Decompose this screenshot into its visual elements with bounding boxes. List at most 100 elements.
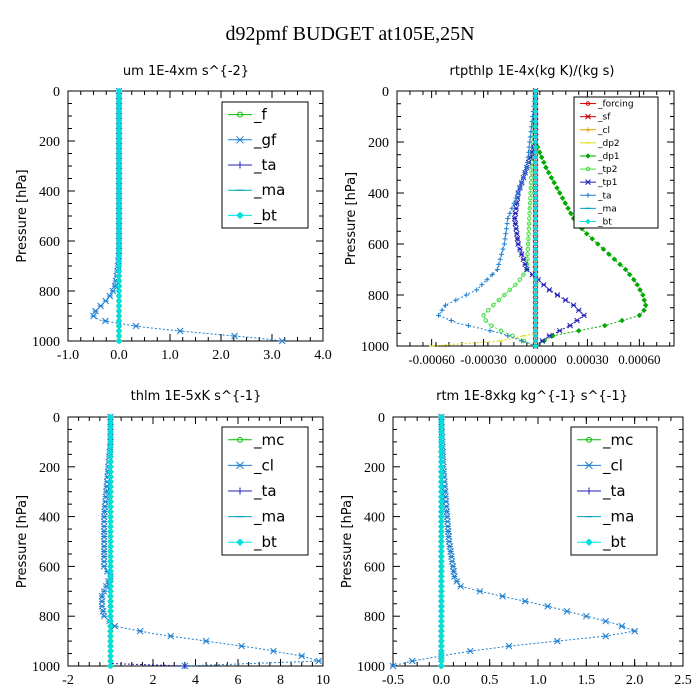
marker-point [474,287,480,293]
marker-point [448,318,454,323]
x-tick-label: 0.00000 [514,352,556,367]
marker-point [524,165,530,170]
series-bt [107,413,114,670]
marker-point [502,236,508,242]
marker-point [236,538,244,547]
marker-point [505,216,511,221]
legend-entry: _tp2 [597,165,617,175]
marker-point [499,592,506,600]
marker-point [585,153,591,159]
marker-point [570,302,577,309]
panel-2: rtpthlp 1E-4x(kg K)/(kg s) Pressure [hPa]… [344,64,675,367]
marker-point [585,192,591,198]
x-tick-label: -1.0 [57,348,79,363]
marker-point [540,281,547,288]
marker-point [109,287,117,295]
marker-point [525,241,531,247]
marker-point [100,543,108,550]
marker-point [594,241,601,247]
marker-point [100,528,108,535]
marker-point [556,327,563,334]
marker-point [487,328,493,334]
marker-point [491,302,496,308]
marker-point [521,597,529,605]
legend-entry: _sf [597,113,611,123]
y-tick-label: 600 [364,560,385,575]
marker-point [236,161,244,169]
legend-entry: _f [253,106,268,125]
marker-point [601,322,608,329]
x-tick-label: 0.0 [433,673,451,688]
marker-point [270,647,277,655]
marker-point [90,312,97,320]
marker-point [298,652,306,660]
y-tick-label: 400 [39,185,60,200]
marker-point [562,200,569,207]
marker-point [498,328,504,333]
marker-point [524,159,530,165]
marker-point [522,170,528,176]
marker-point [546,287,553,293]
marker-point [496,261,502,267]
legend-entry: _tp1 [597,178,617,188]
marker-point [99,607,107,615]
marker-point [544,602,552,610]
marker-point [556,190,563,196]
marker-point [639,292,646,298]
marker-point [511,200,517,206]
marker-point [519,338,525,344]
series-bt [437,413,445,670]
x-tick-label: 1.0 [529,673,547,688]
marker-point [600,246,607,252]
marker-point [100,533,108,540]
marker-point [548,174,555,181]
marker-point [585,166,591,172]
marker-point [513,282,518,288]
marker-point [100,518,108,525]
marker-point [102,297,110,305]
marker-point [100,553,108,560]
marker-point [574,317,580,324]
x-tick-label: 3.0 [263,348,281,363]
marker-point [585,461,593,470]
x-tick-label: 6 [235,673,242,688]
legend: _mc _cl _ta _ma _bt [570,426,658,556]
legend-entry: _ma [602,508,634,527]
legend-entry: _dp1 [597,152,620,162]
marker-point [602,632,610,640]
legend-entry: _ma [253,508,285,527]
x-tick-label: 0.00060 [618,352,660,367]
marker-point [586,436,592,443]
marker-point [489,323,494,328]
marker-point [507,210,513,216]
marker-point [167,632,175,640]
marker-point [512,210,519,217]
marker-point [545,169,552,176]
marker-point [181,663,188,669]
marker-point [132,322,140,330]
y-tick-label: 400 [364,511,385,526]
marker-point [589,236,596,242]
marker-point [585,179,591,186]
legend-entry: _ma [253,181,285,200]
legend: _f _gf _ta _ma _bt [221,101,309,229]
marker-point [527,139,533,145]
marker-point [538,154,545,161]
marker-point [505,333,511,339]
x-tick-label: 0 [107,673,114,688]
y-tick-label: 0 [53,411,60,426]
marker-point [515,241,522,247]
marker-point [636,312,643,319]
marker-point [517,277,523,282]
marker-point [436,312,442,318]
legend-entry: _ta [253,156,277,175]
marker-point [583,230,590,237]
figure-title: d92pmf BUDGET at105E,25N [225,23,474,45]
series-ta [107,414,188,669]
marker-point [513,195,519,201]
marker-point [98,602,106,610]
legend-entry: _bt [253,206,277,225]
marker-point [497,256,503,262]
marker-point [457,582,465,590]
